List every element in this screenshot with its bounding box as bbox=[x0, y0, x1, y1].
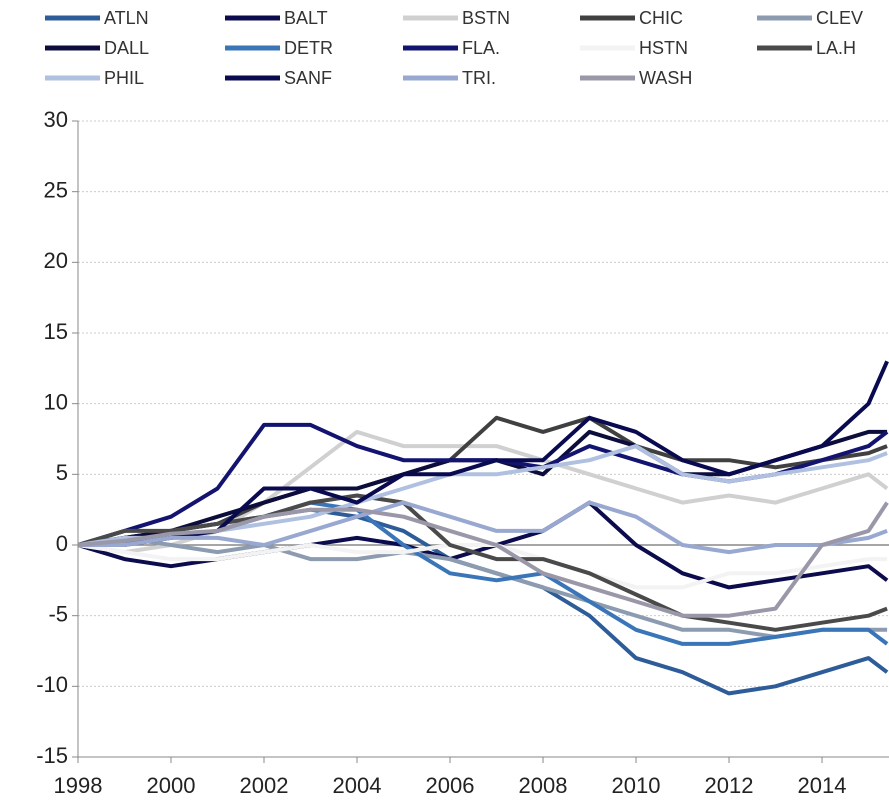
legend-label: CLEV bbox=[816, 8, 863, 28]
x-tick-label: 2008 bbox=[519, 773, 568, 798]
y-tick-label: 5 bbox=[56, 460, 68, 485]
x-tick-label: 2002 bbox=[240, 773, 289, 798]
series-line bbox=[78, 535, 888, 639]
legend-label: SANF bbox=[284, 68, 332, 88]
y-tick-label: 0 bbox=[56, 531, 68, 556]
plot-area bbox=[78, 360, 889, 696]
y-tick-label: 30 bbox=[44, 107, 68, 132]
legend-label: TRI. bbox=[462, 68, 496, 88]
grid bbox=[78, 120, 889, 758]
y-tick-label: 25 bbox=[44, 177, 68, 202]
legend-label: LA.H bbox=[816, 38, 856, 58]
axes: -15 -10 -5 0 5 10 15 20 25 30 1998 2000 2002 2004 2006… bbox=[36, 107, 889, 798]
legend-label: CHIC bbox=[639, 8, 683, 28]
x-tick-label: 2012 bbox=[705, 773, 754, 798]
x-tick-label: 2000 bbox=[147, 773, 196, 798]
legend-label: DALL bbox=[104, 38, 149, 58]
series-line bbox=[78, 500, 888, 555]
series-line bbox=[78, 493, 888, 632]
legend-label: WASH bbox=[639, 68, 692, 88]
x-tick-label: 2004 bbox=[333, 773, 382, 798]
series-line bbox=[78, 501, 889, 618]
x-tick-label: 2010 bbox=[612, 773, 661, 798]
y-tick-label: -15 bbox=[36, 743, 68, 768]
x-tick-label: 2014 bbox=[798, 773, 847, 798]
y-tick-label: -10 bbox=[36, 672, 68, 697]
legend-label: PHIL bbox=[104, 68, 144, 88]
x-tick-label: 2006 bbox=[426, 773, 475, 798]
y-tick-label: 10 bbox=[44, 389, 68, 414]
y-tick-label: 20 bbox=[44, 248, 68, 273]
legend: ATLN BALT BSTN CHIC CLEV DALL DETR FLA. HSTN LA.H… bbox=[45, 8, 863, 88]
legend-label: BALT bbox=[284, 8, 328, 28]
legend-label: BSTN bbox=[462, 8, 510, 28]
series-line bbox=[78, 360, 889, 547]
y-tick-label: 15 bbox=[44, 319, 68, 344]
x-tick-label: 1998 bbox=[54, 773, 103, 798]
y-tick-label: -5 bbox=[48, 601, 68, 626]
legend-label: DETR bbox=[284, 38, 333, 58]
legend-label: ATLN bbox=[104, 8, 149, 28]
legend-label: HSTN bbox=[639, 38, 688, 58]
legend-label: FLA. bbox=[462, 38, 500, 58]
